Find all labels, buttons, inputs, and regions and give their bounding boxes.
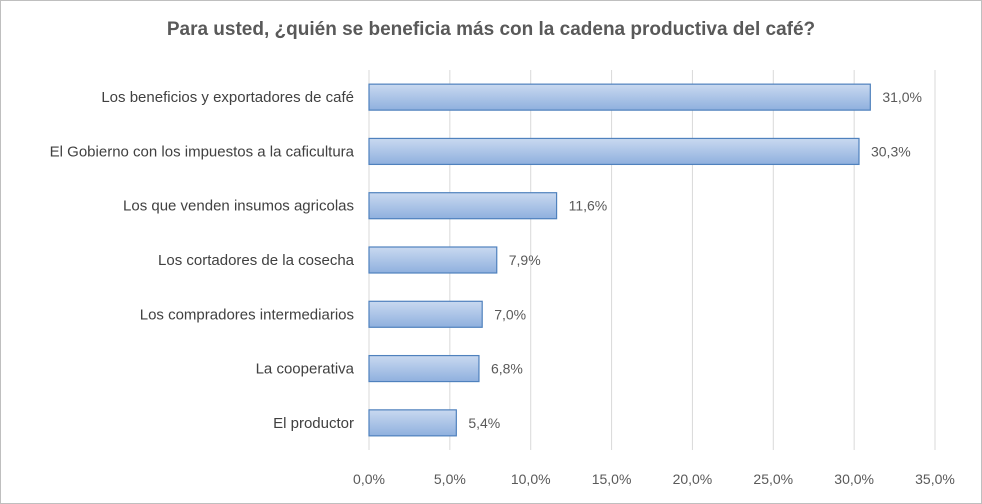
bar xyxy=(368,83,871,111)
data-label: 7,9% xyxy=(509,252,541,268)
category-label: Los beneficios y exportadores de café xyxy=(101,89,354,106)
category-label: El productor xyxy=(273,415,354,432)
x-tick-label: 25,0% xyxy=(753,471,793,487)
category-label: Los compradores intermediarios xyxy=(140,306,354,323)
data-label: 31,0% xyxy=(882,89,922,105)
bar xyxy=(368,137,860,166)
bar xyxy=(368,409,457,437)
x-tick-label: 5,0% xyxy=(434,471,466,487)
x-tick-label: 30,0% xyxy=(834,471,874,487)
data-label: 6,8% xyxy=(491,361,523,377)
category-label: El Gobierno con los impuestos a la cafic… xyxy=(50,143,355,160)
bar xyxy=(368,300,483,328)
chart-title: Para usted, ¿quién se beneficia más con … xyxy=(166,19,816,40)
bar xyxy=(368,354,480,383)
x-tick-label: 20,0% xyxy=(673,471,713,487)
category-label: La cooperativa xyxy=(256,361,355,378)
data-label: 7,0% xyxy=(494,306,526,322)
data-label: 5,4% xyxy=(468,415,500,431)
x-tick-label: 10,0% xyxy=(511,471,551,487)
category-label: Los cortadores de la cosecha xyxy=(158,252,355,269)
category-label: Los que venden insumos agricolas xyxy=(123,198,354,215)
data-label: 11,6% xyxy=(569,198,608,214)
x-tick-label: 15,0% xyxy=(592,471,632,487)
x-tick-label: 35,0% xyxy=(915,471,955,487)
x-tick-label: 0,0% xyxy=(353,471,385,487)
bar xyxy=(368,246,498,274)
bar xyxy=(368,192,558,220)
data-label: 30,3% xyxy=(871,143,911,159)
